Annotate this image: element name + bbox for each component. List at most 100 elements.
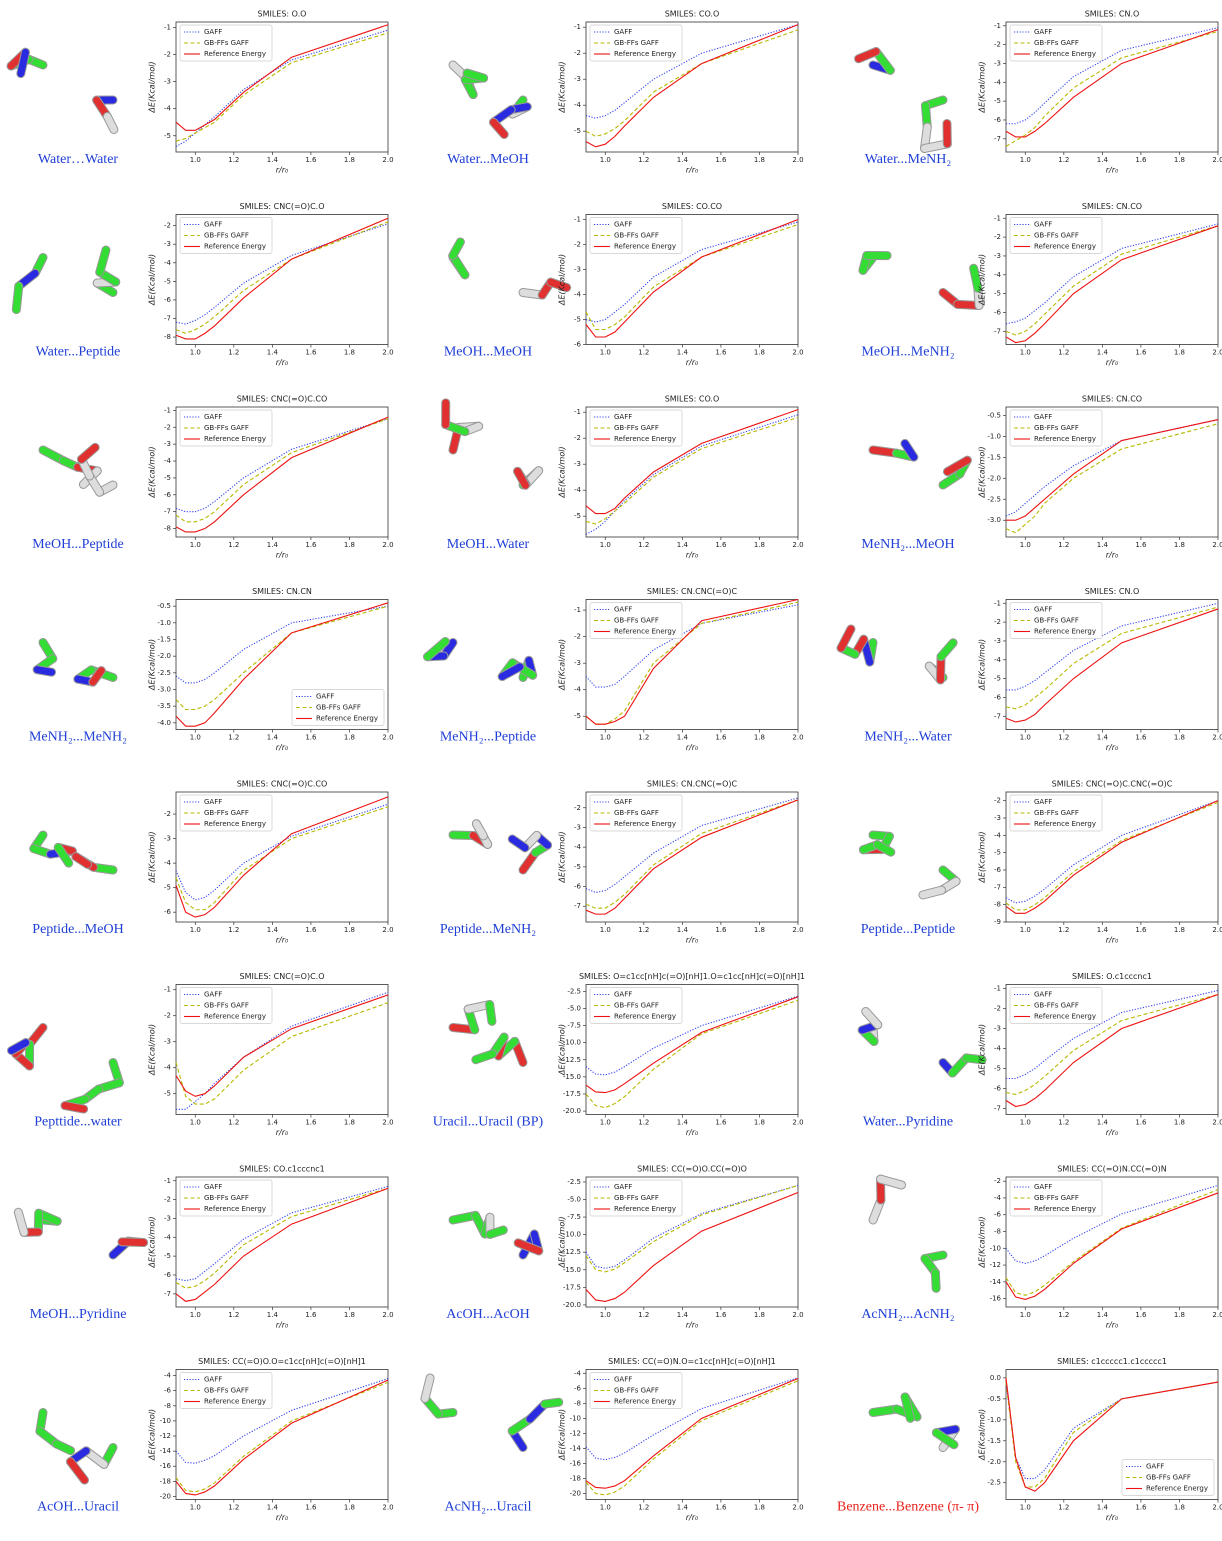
y-tick-label: -2 <box>994 797 1001 805</box>
legend-label: GAFF <box>204 28 222 36</box>
legend-label: GB-FFs GAFF <box>1146 1474 1191 1482</box>
x-tick-label: 1.0 <box>600 734 611 742</box>
legend-label: GB-FFs GAFF <box>614 232 659 240</box>
y-tick-label: -7 <box>574 902 581 910</box>
y-tick-label: -6 <box>994 693 1002 701</box>
y-tick-label: -2 <box>574 241 581 249</box>
y-axis-label: ΔE(Kcal/mol) <box>148 446 157 498</box>
x-axis-label: r/r₀ <box>686 166 699 175</box>
legend-label: GB-FFs GAFF <box>204 232 249 240</box>
molecule <box>862 1011 982 1073</box>
legend: GAFFGB-FFs GAFFReference Energy <box>180 988 272 1024</box>
y-axis-label: ΔE(Kcal/mol) <box>978 1024 987 1076</box>
legend-label: GAFF <box>1034 413 1052 421</box>
legend: GAFFGB-FFs GAFFReference Energy <box>1122 1460 1214 1496</box>
x-axis-label: r/r₀ <box>686 551 699 560</box>
legend-label: GB-FFs GAFF <box>614 809 659 817</box>
y-tick-label: -12 <box>990 1261 1001 1269</box>
x-tick-label: 1.6 <box>1135 541 1147 549</box>
legend-label: Reference Energy <box>204 50 266 58</box>
y-axis-label: ΔE(Kcal/mol) <box>558 1216 567 1268</box>
y-axis-label: ΔE(Kcal/mol) <box>978 61 987 113</box>
x-tick-label: 2.0 <box>382 1119 393 1127</box>
y-tick-label: -2 <box>574 633 581 641</box>
x-tick-label: 1.6 <box>305 1504 317 1512</box>
molecule-caption: Benzene...Benzene (π- π) <box>837 1500 979 1515</box>
x-tick-label: 1.8 <box>1174 349 1185 357</box>
x-tick-label: 1.6 <box>715 349 727 357</box>
y-tick-label: -3 <box>574 659 581 667</box>
legend-label: Reference Energy <box>204 820 266 828</box>
y-axis-label: ΔE(Kcal/mol) <box>558 831 567 883</box>
x-tick-label: 2.0 <box>792 156 803 164</box>
molecule-caption: Water...Pyridine <box>863 1115 953 1130</box>
x-tick-label: 2.0 <box>792 1119 803 1127</box>
molecule-caption: Peptide...Peptide <box>861 922 956 937</box>
x-tick-label: 1.0 <box>190 156 201 164</box>
x-tick-label: 1.8 <box>1174 926 1185 934</box>
y-tick-label: -10 <box>160 1417 171 1425</box>
legend-label: GB-FFs GAFF <box>1034 424 1079 432</box>
y-tick-label: -2 <box>994 1177 1001 1185</box>
x-tick-label: 1.8 <box>344 1504 355 1512</box>
legend: GAFFGB-FFs GAFFReference Energy <box>1010 25 1102 61</box>
y-tick-label: -2 <box>164 1196 171 1204</box>
chart-title: SMILES: CO.O <box>665 395 720 404</box>
x-axis-label: r/r₀ <box>276 1128 289 1137</box>
x-tick-label: 1.8 <box>344 1311 355 1319</box>
x-tick-label: 2.0 <box>1212 1311 1222 1319</box>
x-tick-label: 1.8 <box>1174 541 1185 549</box>
x-tick-label: 1.6 <box>1135 1504 1147 1512</box>
x-tick-label: 1.6 <box>1135 1119 1147 1127</box>
y-tick-label: -5 <box>994 1065 1001 1073</box>
x-tick-label: 1.0 <box>190 541 201 549</box>
y-tick-label: -7 <box>994 883 1001 891</box>
y-tick-label: -2.5 <box>567 1178 581 1186</box>
legend-label: Reference Energy <box>614 820 676 828</box>
x-tick-label: 1.2 <box>638 734 649 742</box>
chart-title: SMILES: CNC(=O)C.O <box>240 972 325 981</box>
molecule <box>34 835 113 870</box>
x-tick-label: 1.6 <box>1135 156 1147 164</box>
x-axis-label: r/r₀ <box>276 1513 289 1522</box>
molecule-caption: MeNH₂...Water <box>864 730 952 745</box>
y-tick-label: -3 <box>164 440 171 448</box>
molecule <box>43 447 113 492</box>
x-tick-label: 1.6 <box>1135 349 1147 357</box>
y-tick-label: -5 <box>574 863 581 871</box>
y-tick-label: -4.0 <box>157 719 171 727</box>
x-tick-label: 1.6 <box>715 541 727 549</box>
molecule-caption: MeOH...Peptide <box>32 537 123 552</box>
y-tick-label: -6 <box>994 116 1002 124</box>
x-tick-label: 1.2 <box>1058 156 1069 164</box>
x-tick-label: 1.0 <box>1020 349 1031 357</box>
y-tick-label: -8 <box>994 901 1001 909</box>
y-tick-label: -4 <box>164 259 172 267</box>
y-tick-label: -6 <box>574 341 582 349</box>
x-tick-label: 1.4 <box>1097 734 1109 742</box>
x-tick-label: 1.0 <box>190 1119 201 1127</box>
chart-title: SMILES: CO.O <box>665 10 720 19</box>
bond <box>545 1402 559 1404</box>
legend: GAFFGB-FFs GAFFReference Energy <box>1010 410 1102 446</box>
x-tick-label: 1.4 <box>677 1504 689 1512</box>
x-tick-label: 2.0 <box>792 541 803 549</box>
y-tick-label: -12 <box>570 1429 581 1437</box>
molecule <box>37 643 113 683</box>
x-tick-label: 1.6 <box>305 926 317 934</box>
legend-label: GB-FFs GAFF <box>1034 1194 1079 1202</box>
legend-label: GB-FFs GAFF <box>1034 39 1079 47</box>
y-tick-label: -2 <box>994 233 1001 241</box>
legend-label: GAFF <box>614 1376 632 1384</box>
bond <box>425 1378 430 1399</box>
y-tick-label: -2 <box>994 618 1001 626</box>
x-tick-label: 2.0 <box>382 1504 393 1512</box>
legend-label: GB-FFs GAFF <box>614 617 659 625</box>
x-tick-label: 1.6 <box>1135 1311 1147 1319</box>
y-tick-label: -14 <box>990 1278 1002 1286</box>
y-axis-label: ΔE(Kcal/mol) <box>558 639 567 691</box>
legend: GAFFGB-FFs GAFFReference Energy <box>590 410 682 446</box>
y-tick-label: -2 <box>574 434 581 442</box>
chart-title: SMILES: CN.CN <box>252 587 312 596</box>
